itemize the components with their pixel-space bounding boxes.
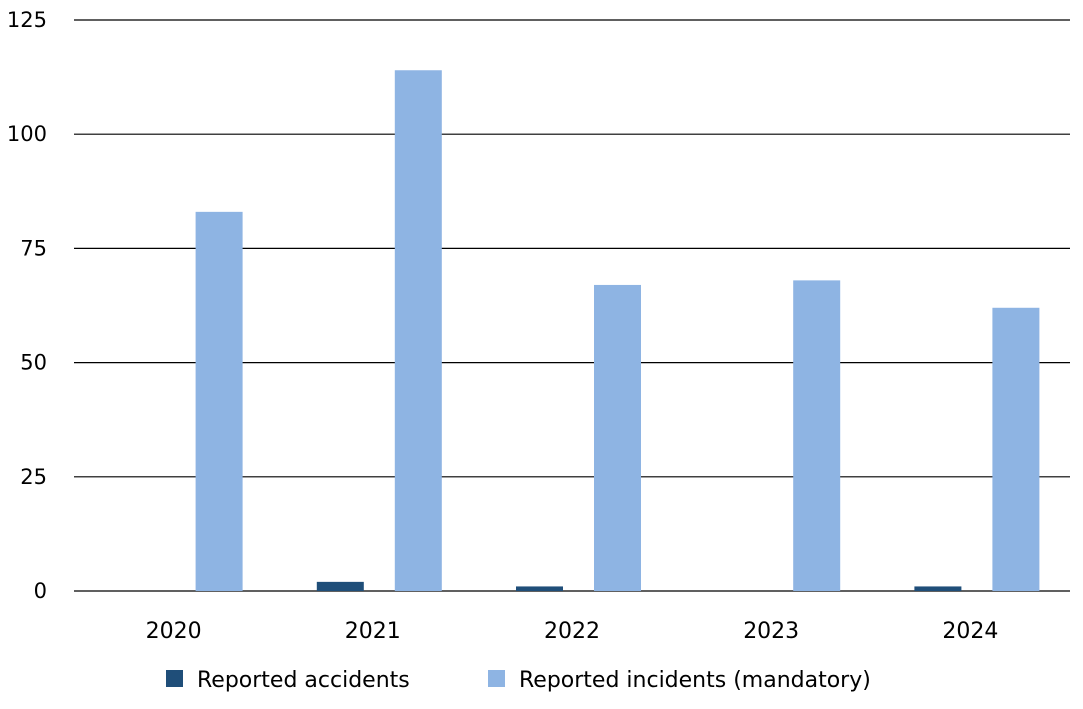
x-tick-label: 2024 (942, 619, 998, 644)
legend-label: Reported incidents (mandatory) (519, 668, 871, 693)
x-tick-label: 2022 (544, 619, 600, 644)
x-tick-label: 2023 (743, 619, 799, 644)
y-tick-label: 125 (7, 8, 47, 32)
bar-reported-accidents (516, 586, 563, 591)
bar-reported-accidents (316, 581, 364, 591)
bar-reported-incidents (195, 211, 243, 591)
legend-swatch (488, 670, 505, 687)
y-tick-label: 25 (20, 465, 47, 489)
y-tick-label: 100 (7, 122, 47, 146)
bar-reported-incidents (594, 284, 641, 591)
bar-reported-incidents (394, 70, 442, 592)
y-tick-label: 75 (20, 236, 47, 260)
x-tick-label: 2020 (146, 619, 202, 644)
y-tick-label: 50 (20, 351, 47, 375)
bars (195, 70, 1040, 592)
legend-item: Reported incidents (mandatory) (488, 668, 871, 693)
legend-item: Reported accidents (166, 668, 410, 693)
legend: Reported accidents Reported incidents (ma… (166, 668, 871, 693)
legend-swatch (166, 670, 183, 687)
bar-reported-accidents (914, 586, 962, 591)
x-tick-label: 2021 (345, 619, 401, 644)
y-axis-ticks: 0 25 50 75 100 125 (7, 8, 47, 603)
y-tick-label: 0 (34, 579, 47, 603)
legend-label: Reported accidents (197, 668, 410, 693)
bar-reported-incidents (793, 280, 841, 591)
bar-reported-incidents (992, 307, 1040, 591)
x-axis-ticks: 2020 2021 2022 2023 2024 (146, 619, 999, 644)
